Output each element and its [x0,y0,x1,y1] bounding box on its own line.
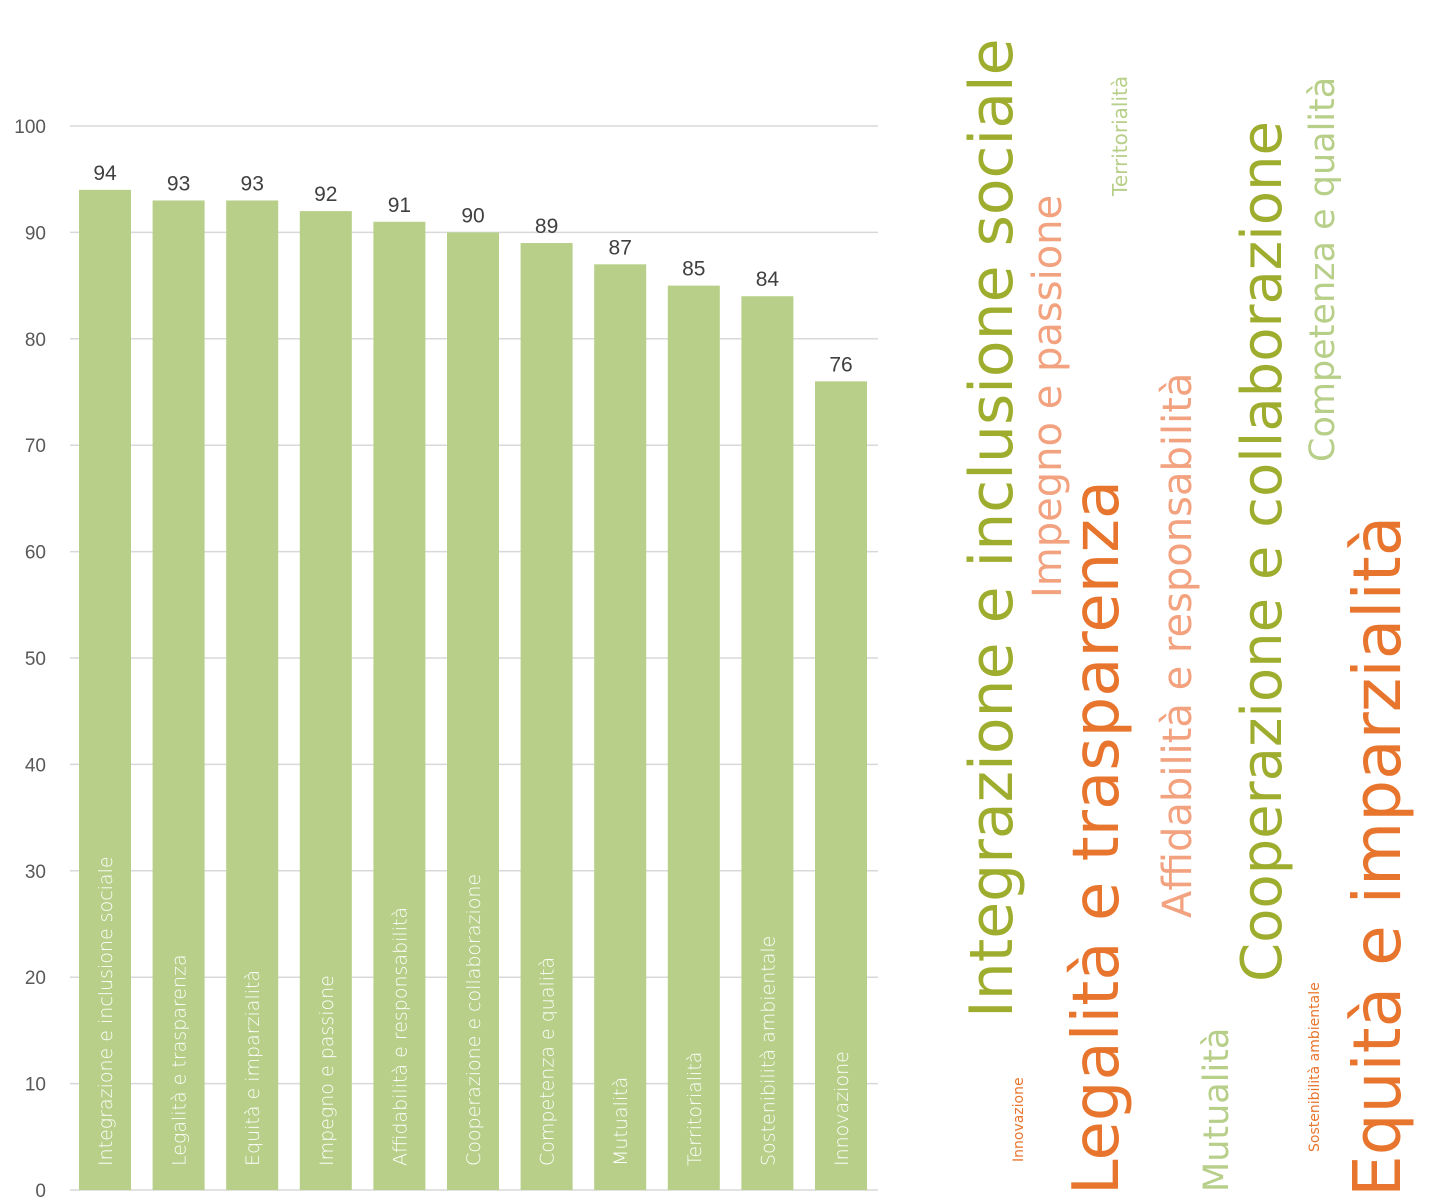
bar-category-label: Legalità e trasparenza [169,954,191,1166]
cloud-word: Legalità e trasparenza [1060,479,1134,1195]
bar [226,200,279,1191]
y-tick-label: 10 [25,1075,46,1096]
bar-category-label: Impegno e passione [316,975,338,1166]
cloud-word: Cooperazione e collaborazione [1230,121,1295,982]
cloud-word: Affidabilità e responsabilità [1155,372,1201,918]
cloud-word: Territorialità [1108,75,1132,196]
value-label: 85 [682,258,705,281]
y-tick-label: 100 [14,117,46,138]
bar [299,211,352,1190]
bar [152,200,205,1191]
y-tick-label: 80 [25,330,46,351]
bar-chart: 0 10 20 30 40 50 60 70 80 90 100 94 93 93 92 91 90 89 87 8… [14,117,878,1202]
bars [79,189,867,1191]
bar-category-label: Affidabilità e responsabilità [389,907,411,1166]
value-label: 94 [93,162,117,185]
bar [815,381,867,1190]
bar [520,243,573,1191]
bar [373,221,426,1190]
cloud-word: Innovazione [1011,1077,1027,1162]
cloud-word: Equità e imparzialità [1339,515,1416,1197]
cloud-word: Competenza e qualità [1303,76,1343,462]
word-cloud: Integrazione e inclusione sociale Impegn… [900,0,1430,1203]
value-label: 93 [167,172,190,195]
bar [667,285,720,1191]
value-label: 84 [756,268,780,291]
y-tick-label: 70 [25,436,46,457]
bar-category-label: Innovazione [831,1051,853,1166]
bar [741,296,794,1190]
y-tick-label: 90 [25,223,46,244]
value-label: 93 [241,172,264,195]
value-label: 87 [609,236,632,259]
bar-category-labels: Integrazione e inclusione sociale Legalit… [95,856,853,1166]
bar-category-label: Equità e imparzialità [242,970,264,1166]
bar [594,264,647,1190]
value-labels: 94 93 93 92 91 90 89 87 85 84 76 [93,162,852,377]
y-tick-label: 50 [25,649,46,670]
cloud-word: Integrazione e inclusione sociale [957,38,1027,1018]
cloud-word: Mutualità [1197,1027,1237,1192]
bar-category-label: Territorialità [684,1052,706,1166]
cloud-word: Sostenibilità ambientale [1307,982,1323,1152]
bar [79,189,131,1191]
y-tick-label: 30 [25,862,46,883]
value-label: 89 [535,215,558,238]
y-axis-ticks: 0 10 20 30 40 50 60 70 80 90 100 [14,117,46,1202]
value-label: 92 [314,183,337,206]
value-label: 76 [829,353,852,376]
bar-category-label: Mutualità [610,1077,632,1166]
value-label: 91 [388,194,411,217]
value-label: 90 [461,204,484,227]
y-tick-label: 60 [25,543,46,564]
bar-category-label: Integrazione e inclusione sociale [95,856,117,1166]
bar [447,232,499,1190]
y-tick-label: 40 [25,755,46,776]
y-tick-label: 20 [25,968,46,989]
bar-category-label: Competenza e qualità [537,957,559,1166]
bar-category-label: Cooperazione e collaborazione [463,874,485,1166]
y-tick-label: 0 [35,1181,46,1202]
bar-category-label: Sostenibilità ambientale [757,936,779,1166]
